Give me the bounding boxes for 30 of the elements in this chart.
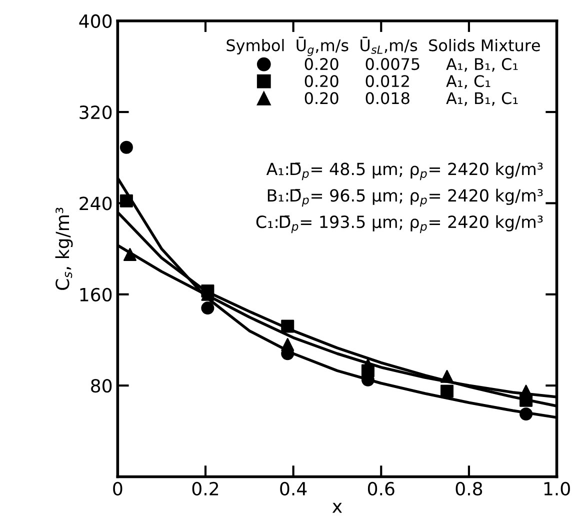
x-tick-label: 0.6	[368, 482, 394, 496]
y-tick-label: 80	[91, 379, 112, 393]
x-tick-label: 0	[113, 482, 122, 496]
y-axis-title: C$_{s}$, kg/m³	[55, 208, 73, 290]
point	[120, 194, 133, 208]
point	[201, 302, 214, 315]
y-tick-label: 240	[80, 196, 112, 210]
y-tick-label: 160	[80, 288, 112, 302]
y-tick-label: 320	[80, 105, 112, 120]
point	[123, 248, 136, 261]
y-tick-label: 400	[79, 14, 112, 28]
x-tick-label: 1.0	[544, 482, 570, 496]
annotation: B₁:D̄$_{p}$= 96.5 μm; ρ$_{p}$= 2420 kg/m³	[268, 188, 543, 207]
annotation: C₁:D̄$_{p}$= 193.5 μm; ρ$_{p}$= 2420 kg/m³	[256, 215, 543, 234]
x-tick-label: 0.2	[192, 482, 218, 496]
point	[281, 338, 294, 352]
point	[520, 408, 533, 421]
legend-title: Symbol Ū$_{g}$,m/s Ū$_{sL}$,m/s Solids Mixture	[226, 36, 540, 56]
x-axis-title: x	[332, 502, 342, 513]
legend-label: 0.20 0.018 A₁, B₁, C₁	[304, 92, 518, 106]
point	[440, 384, 454, 398]
annotation: A₁:D̄$_{p}$= 48.5 μm; ρ$_{p}$= 2420 kg/m³	[266, 162, 543, 180]
legend-label: 0.20 0.012 A₁, C₁	[304, 75, 490, 89]
x-tick-label: 0.8	[456, 482, 482, 496]
x-tick-label: 0.4	[280, 482, 307, 496]
point	[120, 140, 133, 154]
legend-label: 0.20 0.0075 A₁, B₁, C₁	[304, 58, 518, 72]
point	[281, 320, 294, 333]
point	[520, 384, 533, 398]
point	[440, 370, 454, 383]
